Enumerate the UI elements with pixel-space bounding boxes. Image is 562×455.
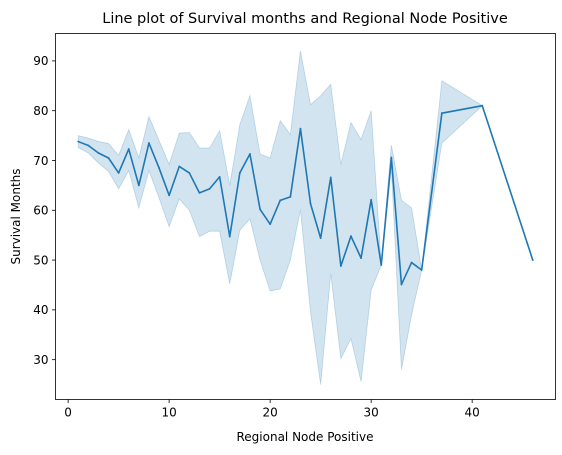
x-tick-label: 0: [64, 406, 72, 420]
data-point: [410, 261, 413, 264]
y-tick-label: 60: [33, 204, 48, 218]
data-point: [259, 208, 261, 211]
series-line-layer: [77, 104, 534, 286]
data-point: [279, 199, 282, 202]
y-tick-label: 30: [33, 353, 48, 367]
data-point: [360, 257, 362, 259]
data-point: [249, 153, 251, 155]
y-tick-label: 90: [33, 54, 48, 68]
data-point: [440, 112, 443, 115]
data-point: [198, 191, 201, 194]
data-point: [238, 172, 241, 174]
y-tick-label: 70: [33, 154, 48, 168]
data-point: [269, 223, 272, 226]
x-axis: 0 10 20 30 40: [64, 399, 480, 420]
y-axis: 30 40 50 60 70 80 90: [33, 54, 56, 367]
data-point: [208, 187, 211, 190]
x-tick-label: 10: [161, 406, 176, 420]
x-tick-label: 20: [263, 406, 278, 420]
series-line-0: [77, 104, 534, 286]
data-point: [228, 235, 231, 238]
data-point: [370, 198, 373, 201]
y-axis-label: Survival Months: [9, 168, 23, 264]
x-tick-label: 40: [465, 406, 480, 420]
chart-title: Line plot of Survival months and Regiona…: [102, 11, 508, 27]
data-point: [329, 176, 332, 179]
data-point: [390, 156, 393, 159]
data-point: [380, 264, 383, 266]
data-point: [531, 259, 534, 261]
data-point: [188, 172, 191, 174]
data-point: [148, 142, 150, 144]
data-point: [127, 148, 130, 150]
data-point: [309, 202, 312, 205]
data-point: [350, 235, 352, 238]
data-point: [289, 195, 292, 198]
plot-frame: [55, 33, 556, 400]
x-tick-label: 30: [364, 406, 379, 420]
data-point: [218, 176, 221, 178]
y-tick-label: 80: [33, 104, 48, 118]
data-point: [97, 152, 100, 154]
data-point: [158, 167, 160, 169]
data-point: [137, 184, 140, 187]
data-point: [107, 157, 110, 159]
confidence-band-0: [77, 50, 534, 385]
data-point: [400, 283, 403, 286]
data-point: [299, 127, 302, 130]
data-point: [420, 269, 423, 271]
data-point: [87, 144, 90, 147]
data-point: [77, 140, 80, 143]
data-point: [481, 104, 484, 107]
data-point: [117, 172, 120, 174]
y-tick-label: 40: [33, 303, 48, 317]
confidence-band-layer: [77, 50, 534, 385]
data-point: [339, 265, 342, 267]
data-point: [319, 237, 322, 240]
x-axis-label: Regional Node Positive: [237, 430, 374, 444]
y-tick-label: 50: [33, 253, 48, 267]
data-point: [178, 165, 181, 168]
data-point: [168, 194, 171, 197]
